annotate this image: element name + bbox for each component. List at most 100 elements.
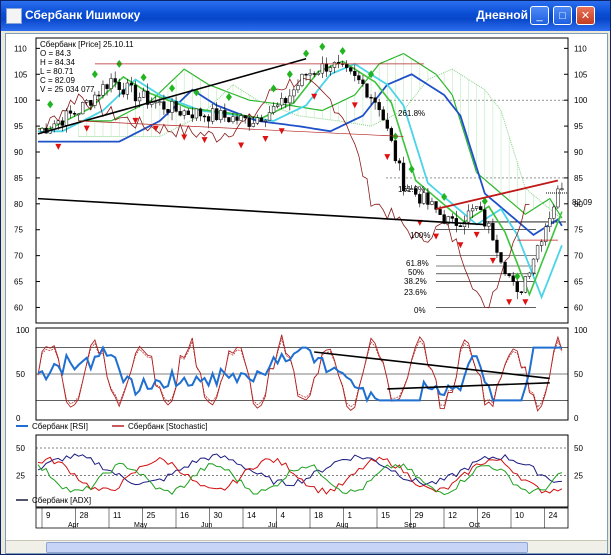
candle-body xyxy=(369,96,373,99)
candle-body xyxy=(93,94,97,106)
buy-signal-icon xyxy=(319,42,326,51)
candle-body xyxy=(320,63,324,74)
date-day-label: 10 xyxy=(515,511,524,520)
date-month-label: Jul xyxy=(268,522,277,529)
adx-tick-label: 25 xyxy=(574,472,583,481)
sell-signal-icon xyxy=(522,299,529,306)
buy-signal-icon xyxy=(225,92,232,101)
candle-body xyxy=(515,281,519,293)
minimize-button[interactable]: _ xyxy=(530,6,549,25)
candle-body xyxy=(300,73,304,86)
price-tick-label: 75 xyxy=(14,226,23,235)
date-axis-box xyxy=(35,507,569,529)
candle-body xyxy=(312,73,316,75)
candle-body xyxy=(121,89,125,95)
price-tick-label: 95 xyxy=(574,122,583,131)
candle-body xyxy=(85,100,89,103)
rsi-tick-label: 100 xyxy=(16,326,30,335)
candle-body xyxy=(101,84,105,96)
sell-signal-icon xyxy=(132,117,139,124)
candle-body xyxy=(499,252,503,263)
candle-body xyxy=(304,73,308,76)
candle-body xyxy=(491,223,495,241)
buy-signal-icon xyxy=(193,88,200,97)
rsi-trend-line xyxy=(387,382,550,390)
adx-legend: Сбербанк [ADX] xyxy=(16,496,91,505)
candle-body xyxy=(284,98,288,104)
candle-body xyxy=(170,101,174,113)
chart-svg[interactable]: 1101101051051001009595909085858080757570… xyxy=(6,34,607,541)
candle-body xyxy=(255,117,259,124)
price-tick-label: 85 xyxy=(574,174,583,183)
candle-body xyxy=(113,78,117,83)
buy-signal-icon xyxy=(270,84,277,93)
price-tick-label: 105 xyxy=(574,70,588,79)
rsi-legend-label: Сбербанк [RSI] xyxy=(32,422,88,431)
horizontal-scrollbar[interactable] xyxy=(6,540,607,553)
candle-body xyxy=(125,82,130,95)
candle-body xyxy=(519,291,523,294)
candle-body xyxy=(438,209,442,215)
price-tick-label: 70 xyxy=(14,252,23,261)
date-day-label: 15 xyxy=(381,511,390,520)
chart-area[interactable]: 110 110 105 105 100 100 95 95 90 90 85 85 80 80 75 75 70… xyxy=(5,33,608,554)
candle-body xyxy=(146,90,150,105)
buy-signal-icon xyxy=(368,70,375,79)
buy-signal-icon xyxy=(514,272,521,281)
candle-body xyxy=(450,216,454,219)
candle-body xyxy=(308,73,312,76)
candle-body xyxy=(76,113,81,116)
support-line xyxy=(78,120,404,137)
sell-signal-icon xyxy=(311,93,318,100)
date-day-label: 29 xyxy=(415,511,424,520)
tenkan-line xyxy=(38,62,563,300)
candle-body xyxy=(434,201,438,210)
rsi-line xyxy=(37,345,562,404)
fib-label: 23.6% xyxy=(404,288,427,297)
scrollbar-thumb[interactable] xyxy=(46,542,528,553)
price-tick-label: 100 xyxy=(574,96,588,105)
candle-body xyxy=(174,101,178,112)
senkou-span-a xyxy=(78,52,563,219)
candle-body xyxy=(194,108,199,119)
candle-body xyxy=(548,218,552,228)
close-button[interactable]: ✕ xyxy=(576,6,595,25)
sell-signal-icon xyxy=(278,128,285,135)
candle-body xyxy=(206,116,211,122)
rsi-tick-label: 50 xyxy=(16,370,25,379)
candle-body xyxy=(349,67,353,72)
candle-body xyxy=(267,112,272,121)
info-line: H = 84.34 xyxy=(40,58,75,67)
date-day-label: 25 xyxy=(147,511,156,520)
title-bar[interactable]: Сбербанк Ишимоку Дневной _ □ ✕ xyxy=(1,1,610,31)
price-tick-label: 110 xyxy=(574,44,587,53)
candle-body xyxy=(239,115,243,121)
date-month-label: Oct xyxy=(469,522,480,529)
candle-body xyxy=(544,226,548,242)
rsi-trend-line xyxy=(314,351,550,380)
adx-panel[interactable] xyxy=(35,434,569,508)
adx-line xyxy=(37,453,562,487)
timeframe-label: Дневной xyxy=(476,8,528,22)
candle-body xyxy=(137,97,142,102)
app-icon xyxy=(6,8,22,24)
maximize-button[interactable]: □ xyxy=(553,6,572,25)
fib-trend-line xyxy=(435,179,559,210)
candle-body xyxy=(361,79,365,85)
candle-body xyxy=(288,95,292,104)
adx-legend-label: Сбербанк [ADX] xyxy=(32,496,91,505)
candle-body xyxy=(454,218,458,226)
price-tick-label: 80 xyxy=(14,200,23,209)
candle-body xyxy=(483,209,487,227)
candle-body xyxy=(430,201,434,205)
candle-body xyxy=(215,108,219,121)
long-trend-line xyxy=(37,197,485,226)
price-tick-label: 60 xyxy=(574,303,583,312)
price-tick-label: 95 xyxy=(14,122,23,131)
candle-body xyxy=(511,275,515,282)
date-day-label: 24 xyxy=(549,511,558,520)
candle-body xyxy=(162,101,166,110)
sell-signal-icon xyxy=(351,102,358,109)
fib-label: 61.8% xyxy=(406,259,429,268)
date-day-label: 18 xyxy=(314,511,323,520)
